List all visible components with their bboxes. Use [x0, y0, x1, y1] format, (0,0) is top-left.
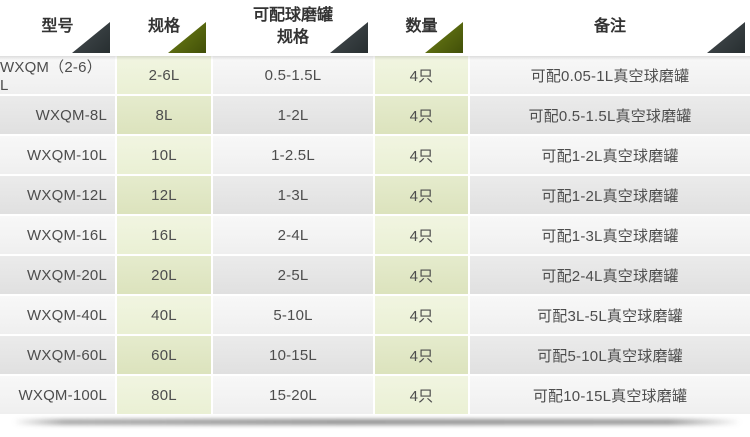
note-cell: 可配10-15L真空球磨罐: [470, 376, 750, 414]
header-label-notes: 备注: [593, 18, 626, 36]
jar-size-cell: 1-2L: [213, 96, 373, 134]
corner-triangle-icon: [707, 22, 745, 53]
corner-triangle-icon: [72, 22, 110, 53]
header-cell-notes: 备注: [470, 0, 750, 54]
jar-size-cell: 1-2.5L: [213, 136, 373, 174]
spec-cell: 16L: [117, 216, 211, 254]
table-row: WXQM-40L 40L 5-10L 4只 可配3L-5L真空球磨罐: [0, 296, 750, 334]
header-label-spec: 规格: [147, 18, 180, 36]
quantity-cell: 4只: [375, 376, 468, 414]
table-row: WXQM（2-6）L 2-6L 0.5-1.5L 4只 可配0.05-1L真空球…: [0, 56, 750, 94]
model-cell: WXQM-12L: [0, 176, 115, 214]
spec-cell: 20L: [117, 256, 211, 294]
note-cell: 可配2-4L真空球磨罐: [470, 256, 750, 294]
jar-size-cell: 5-10L: [213, 296, 373, 334]
header-label-model: 型号: [41, 18, 74, 36]
table-header-row: 型号 规格 可配球磨罐 规格 数量 备注: [0, 0, 750, 54]
note-cell: 可配5-10L真空球磨罐: [470, 336, 750, 374]
spec-cell: 40L: [117, 296, 211, 334]
jar-size-cell: 15-20L: [213, 376, 373, 414]
jar-size-cell: 0.5-1.5L: [213, 56, 373, 94]
table-body: WXQM（2-6）L 2-6L 0.5-1.5L 4只 可配0.05-1L真空球…: [0, 56, 750, 414]
table-row: WXQM-16L 16L 2-4L 4只 可配1-3L真空球磨罐: [0, 216, 750, 254]
note-cell: 可配1-2L真空球磨罐: [470, 176, 750, 214]
note-cell: 可配3L-5L真空球磨罐: [470, 296, 750, 334]
header-cell-jar-size: 可配球磨罐 规格: [213, 0, 373, 54]
model-cell: WXQM-20L: [0, 256, 115, 294]
spec-cell: 8L: [117, 96, 211, 134]
model-cell: WXQM-40L: [0, 296, 115, 334]
note-cell: 可配1-2L真空球磨罐: [470, 136, 750, 174]
spec-cell: 10L: [117, 136, 211, 174]
jar-size-cell: 10-15L: [213, 336, 373, 374]
table-row: WXQM-8L 8L 1-2L 4只 可配0.5-1.5L真空球磨罐: [0, 96, 750, 134]
model-cell: WXQM-16L: [0, 216, 115, 254]
model-cell: WXQM-10L: [0, 136, 115, 174]
spec-cell: 80L: [117, 376, 211, 414]
spec-cell: 2-6L: [117, 56, 211, 94]
model-cell: WXQM-60L: [0, 336, 115, 374]
table-row: WXQM-20L 20L 2-5L 4只 可配2-4L真空球磨罐: [0, 256, 750, 294]
table-row: WXQM-10L 10L 1-2.5L 4只 可配1-2L真空球磨罐: [0, 136, 750, 174]
quantity-cell: 4只: [375, 336, 468, 374]
spec-cell: 60L: [117, 336, 211, 374]
table-row: WXQM-12L 12L 1-3L 4只 可配1-2L真空球磨罐: [0, 176, 750, 214]
jar-size-cell: 2-4L: [213, 216, 373, 254]
header-label-jar-size: 可配球磨罐 规格: [252, 7, 333, 46]
card-bottom-shadow: [13, 419, 741, 425]
note-cell: 可配0.05-1L真空球磨罐: [470, 56, 750, 94]
note-cell: 可配0.5-1.5L真空球磨罐: [470, 96, 750, 134]
quantity-cell: 4只: [375, 56, 468, 94]
quantity-cell: 4只: [375, 256, 468, 294]
header-cell-spec: 规格: [117, 0, 211, 54]
header-cell-quantity: 数量: [375, 0, 468, 54]
quantity-cell: 4只: [375, 296, 468, 334]
model-cell: WXQM（2-6）L: [0, 56, 115, 94]
quantity-cell: 4只: [375, 176, 468, 214]
table-row: WXQM-100L 80L 15-20L 4只 可配10-15L真空球磨罐: [0, 376, 750, 414]
jar-size-cell: 2-5L: [213, 256, 373, 294]
quantity-cell: 4只: [375, 216, 468, 254]
quantity-cell: 4只: [375, 136, 468, 174]
table-row: WXQM-60L 60L 10-15L 4只 可配5-10L真空球磨罐: [0, 336, 750, 374]
model-cell: WXQM-100L: [0, 376, 115, 414]
quantity-cell: 4只: [375, 96, 468, 134]
note-cell: 可配1-3L真空球磨罐: [470, 216, 750, 254]
model-cell: WXQM-8L: [0, 96, 115, 134]
header-cell-model: 型号: [0, 0, 115, 54]
corner-triangle-icon: [330, 22, 368, 53]
header-label-quantity: 数量: [405, 18, 438, 36]
jar-size-cell: 1-3L: [213, 176, 373, 214]
spec-cell: 12L: [117, 176, 211, 214]
